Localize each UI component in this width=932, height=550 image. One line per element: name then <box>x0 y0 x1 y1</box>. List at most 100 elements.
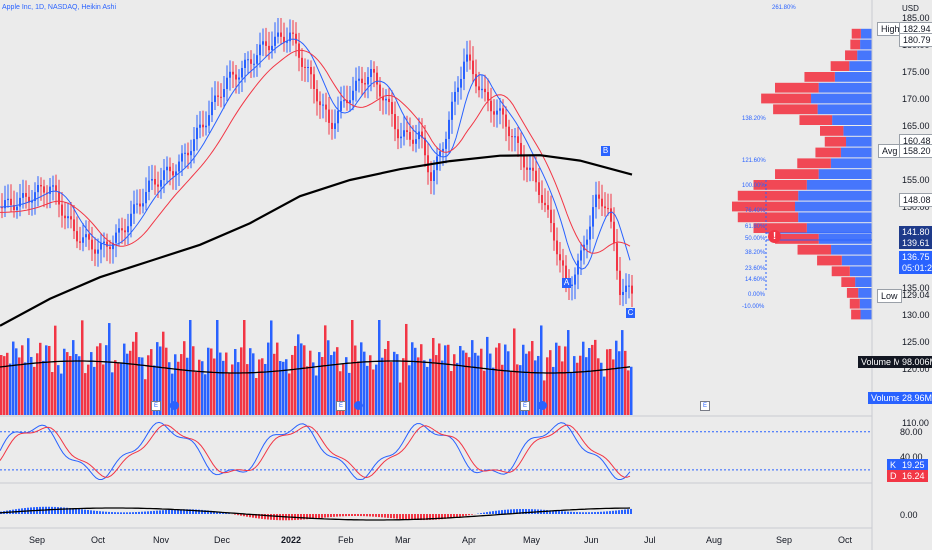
price-tick: 165.00 <box>902 121 930 131</box>
macd-hist-bar <box>69 508 71 514</box>
macd-hist-bar <box>582 512 584 514</box>
macd-hist-bar <box>570 511 572 514</box>
fib-61-label: 61.80% <box>745 224 766 230</box>
candle-body <box>88 234 90 240</box>
macd-hist-bar <box>375 514 377 517</box>
price-axis[interactable]: USD 185.00180.00175.00170.00165.00160.00… <box>872 0 932 428</box>
volume-bar <box>510 371 513 415</box>
candle-body <box>247 59 249 61</box>
dividend-icon-2[interactable] <box>354 401 363 410</box>
volume-bar <box>132 341 135 415</box>
volume-bar <box>408 365 411 415</box>
stoch-k-line <box>0 421 631 481</box>
candle-body <box>154 178 156 185</box>
volume-bar <box>327 340 330 415</box>
macd-hist-bar <box>324 514 326 518</box>
volume-bar <box>390 362 393 415</box>
volume-bar <box>210 348 213 415</box>
earnings-marker-1[interactable]: E <box>151 401 161 411</box>
macd-hist-bar <box>627 509 629 514</box>
volume-bar <box>360 342 363 415</box>
macd-hist-bar <box>435 514 437 520</box>
volume-profile-up-bar <box>817 104 872 115</box>
macd-hist-bar <box>216 511 218 514</box>
volume-bar <box>558 345 561 415</box>
volume-profile-down-bar <box>851 309 861 320</box>
candle-body <box>151 178 153 181</box>
candle-body <box>175 171 177 176</box>
earnings-marker-2[interactable]: E <box>336 401 346 411</box>
volume-label: Volume <box>868 392 905 404</box>
candle-body <box>340 101 342 111</box>
volume-bar <box>426 366 429 415</box>
candle-body <box>265 41 267 46</box>
candle-body <box>277 32 279 37</box>
ema-50-line <box>0 49 631 254</box>
macd-hist-bar <box>255 514 257 519</box>
macd-hist-bar <box>426 514 428 521</box>
earnings-marker-3[interactable]: E <box>520 401 530 411</box>
macd-hist-bar <box>108 511 110 514</box>
symbol-title[interactable]: Apple Inc, 1D, NASDAQ, Heikin Ashi <box>2 4 116 11</box>
candle-body <box>10 198 12 206</box>
volume-bar <box>597 358 600 415</box>
candle-body <box>328 109 330 123</box>
panel-dividers <box>0 0 873 550</box>
volume-bar <box>321 356 324 415</box>
dividend-icon-3[interactable] <box>538 401 547 410</box>
macd-hist-bar <box>123 512 125 514</box>
volume-bar <box>387 341 390 415</box>
macd-hist-bar <box>60 507 62 514</box>
macd-hist-bar <box>423 514 425 521</box>
volume-profile-up-bar <box>818 82 872 93</box>
candle-body <box>463 61 465 79</box>
volume-profile-down-bar <box>849 298 860 309</box>
volume-bar <box>498 343 501 415</box>
macd-hist-bar <box>501 510 503 514</box>
volume-bar <box>318 352 321 415</box>
candle-body <box>616 243 618 271</box>
wave-c-label[interactable]: C <box>626 308 635 318</box>
volume-bar <box>273 353 276 415</box>
candle-body <box>601 198 603 207</box>
volume-profile-up-bar <box>855 277 872 287</box>
candle-body <box>25 193 27 197</box>
macd-hist-bar <box>153 510 155 514</box>
candle-body <box>574 274 576 285</box>
dividend-icon-1[interactable] <box>170 401 179 410</box>
candle-body <box>274 36 276 46</box>
volume-bar <box>603 376 606 415</box>
macd-hist-bar <box>177 509 179 514</box>
stochastic-oscillator <box>0 421 872 481</box>
wave-b-label[interactable]: B <box>601 146 610 156</box>
macd-hist-bar <box>495 510 497 514</box>
volume-bar <box>468 357 471 415</box>
candle-body <box>58 191 60 205</box>
volume-bar <box>486 336 489 415</box>
volume-bar <box>279 361 282 415</box>
volume-bar <box>411 342 414 415</box>
volume-bar <box>489 353 492 415</box>
volume-profile-up-bar <box>818 169 872 179</box>
volume-bar <box>114 360 117 415</box>
volume-profile-down-bar <box>846 288 859 298</box>
volume-bar <box>564 346 567 415</box>
macd-hist-bar <box>201 509 203 514</box>
volume-bar <box>315 375 318 415</box>
volume-bar <box>627 370 630 415</box>
fib-138-label: 138.20% <box>742 116 766 122</box>
low-value: 129.04 <box>902 290 930 300</box>
earnings-marker-future[interactable]: E <box>700 401 710 411</box>
candle-body <box>85 234 87 238</box>
volume-profile-up-bar <box>849 266 872 277</box>
candle-body <box>625 285 627 292</box>
volume-profile-down-bar <box>804 72 835 82</box>
volume-profile-down-bar <box>761 93 812 104</box>
warning-icon[interactable]: ! <box>768 230 781 243</box>
wave-a-label[interactable]: A <box>562 278 571 288</box>
macd-hist-bar <box>612 510 614 514</box>
candle-body <box>370 68 372 78</box>
macd-hist-bar <box>84 509 86 514</box>
macd-hist-bar <box>312 514 314 519</box>
